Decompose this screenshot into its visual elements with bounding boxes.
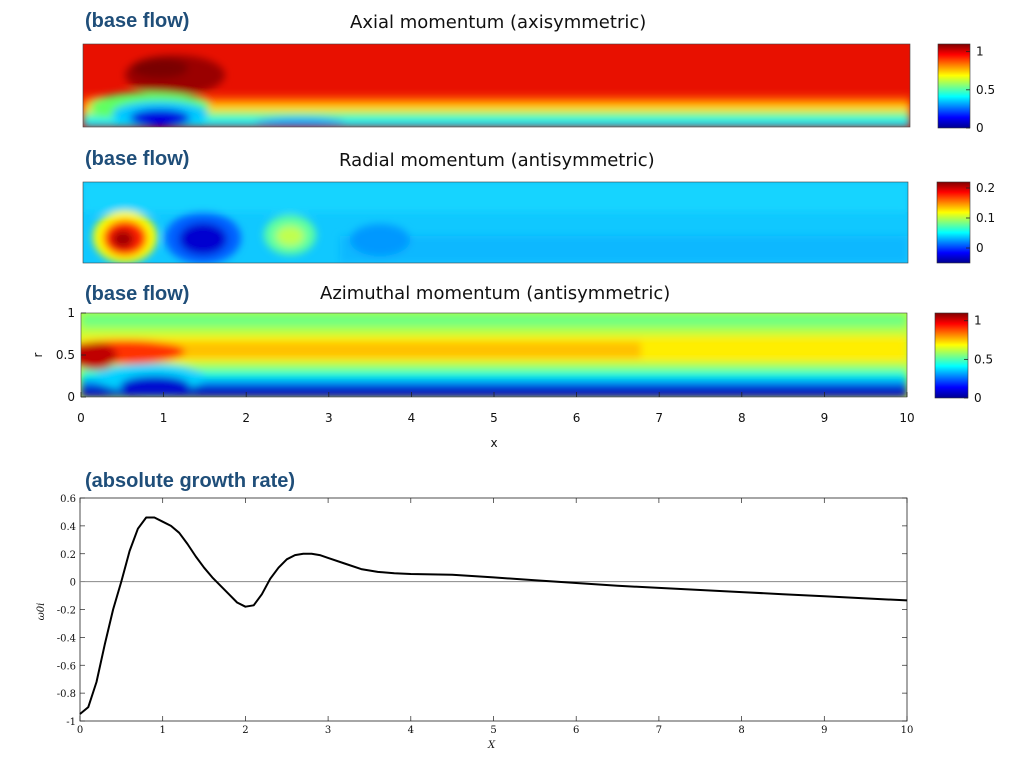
caption-radial: (base flow) [85, 148, 190, 170]
y-tick-label: 0.2 [60, 550, 76, 561]
colorbar-tick-label: 0.5 [974, 352, 993, 366]
x-tick-label: 2 [242, 725, 248, 736]
colorbar-tick-label: 0 [974, 391, 982, 405]
colorbar-tick-label: 0 [976, 241, 984, 255]
x-tick-label: 9 [821, 725, 827, 736]
x-tick-label: 5 [490, 411, 498, 425]
x-tick-label: 2 [242, 411, 250, 425]
y-tick-label: 0 [70, 578, 76, 589]
caption-growth: (absolute growth rate) [85, 470, 296, 492]
y-tick-label: -0.8 [57, 689, 76, 700]
x-axis-label: X [487, 740, 496, 751]
x-tick-label: 10 [899, 411, 914, 425]
caption-axial: (base flow) [85, 10, 190, 32]
colorbar-axial: 10.50 [937, 43, 995, 135]
growth-rate-line [79, 516, 908, 715]
x-axis-label: x [490, 436, 497, 450]
y-tick-label: -1 [66, 717, 76, 728]
x-tick-label: 4 [408, 411, 416, 425]
colorbar-tick-label: 0.2 [976, 181, 995, 195]
x-tick-label: 7 [656, 725, 662, 736]
x-tick-label: 0 [77, 411, 85, 425]
x-tick-label: 6 [573, 725, 579, 736]
y-tick-label: -0.4 [57, 633, 76, 644]
colorbar-tick-label: 0.1 [976, 211, 995, 225]
x-tick-label: 5 [490, 725, 496, 736]
x-tick-label: 4 [408, 725, 414, 736]
title-radial: Radial momentum (antisymmetric) [339, 150, 655, 171]
y-tick-label: 0.5 [56, 348, 75, 362]
y-tick-label: -0.2 [57, 606, 76, 617]
colorbar-radial: 0.2 0.1 0 [936, 181, 995, 264]
x-tick-label: 9 [821, 411, 829, 425]
title-axial: Axial momentum (axisymmetric) [350, 12, 647, 33]
x-tick-label: 3 [325, 725, 331, 736]
x-tick-label: 8 [738, 411, 746, 425]
x-tick-label: 0 [77, 725, 83, 736]
title-azimuthal: Azimuthal momentum (antisymmetric) [320, 283, 671, 304]
y-tick-label: 1 [67, 306, 75, 320]
x-tick-label: 1 [160, 725, 166, 736]
colorbar-tick-label: 1 [974, 314, 982, 328]
colorbar-tick-label: 0 [976, 121, 984, 135]
x-tick-label: 8 [738, 725, 744, 736]
x-tick-label: 3 [325, 411, 333, 425]
y-tick-label: -0.6 [57, 661, 76, 672]
heatmap-axial [83, 44, 910, 127]
y-axis-label: r [31, 352, 45, 357]
x-tick-label: 7 [655, 411, 663, 425]
y-tick-label: 0.4 [60, 522, 76, 533]
y-tick-label: 0.6 [60, 494, 76, 505]
y-axis-label: ω0i [36, 603, 47, 621]
growth-rate-plot: 0 1 2 3 4 5 6 7 8 9 10 0.6 0.4 0.2 0 -0.2 -0.4 -0.6 -0.8 -1… [36, 494, 913, 751]
colorbar-tick-label: 0.5 [976, 83, 995, 97]
x-tick-label: 6 [573, 411, 581, 425]
caption-azimuthal: (base flow) [85, 283, 190, 305]
heatmap-azimuthal [81, 313, 907, 397]
colorbar-azimuthal: 10.50 [934, 312, 993, 405]
heatmap-radial [83, 182, 908, 263]
x-tick-label: 1 [160, 411, 168, 425]
y-tick-label: 0 [67, 390, 75, 404]
colorbar-tick-label: 1 [976, 45, 984, 59]
x-tick-label: 10 [901, 725, 914, 736]
heatmap-azimuthal-axes: 0 1 2 3 4 5 6 7 8 9 10 1 0.5 0 x r [31, 306, 915, 450]
